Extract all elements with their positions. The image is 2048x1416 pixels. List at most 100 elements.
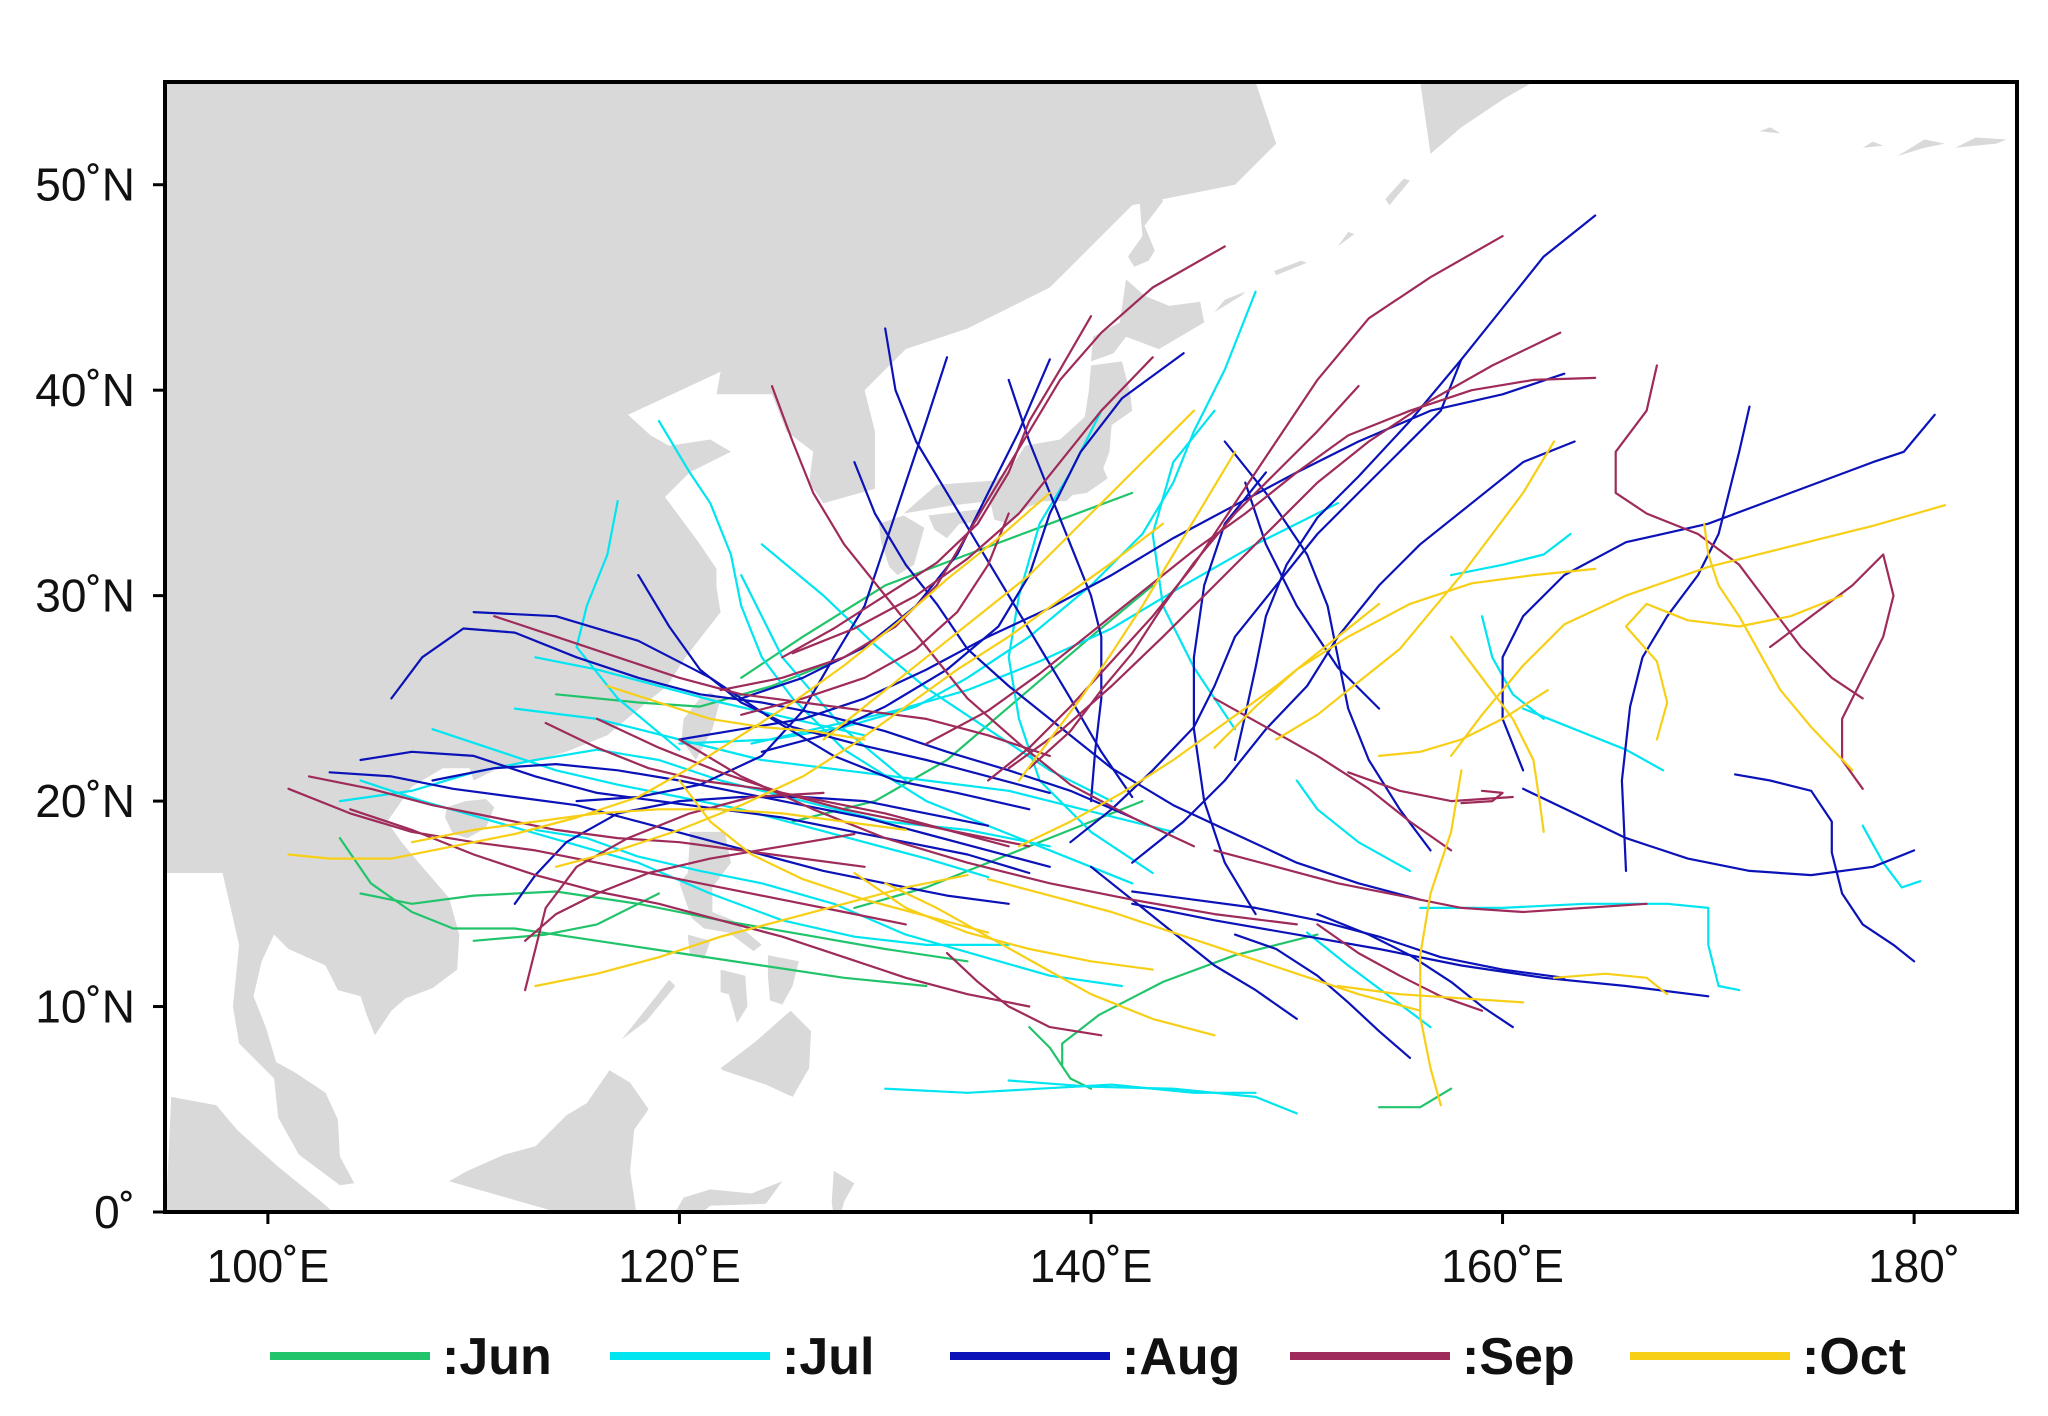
track-aug-51 (1233, 358, 1463, 762)
track-oct-102 (986, 878, 1422, 1012)
lon-tick-label: 100˚E (207, 1240, 330, 1292)
track-sep-64 (925, 376, 1597, 745)
track-jul-12 (338, 748, 1051, 848)
land-kuril-3 (1337, 232, 1355, 247)
track-aug-44 (637, 573, 1051, 795)
track-oct-103 (1336, 984, 1525, 1004)
land-kuril-1 (1214, 291, 1246, 313)
latitude-axis: 0˚ 10˚N 20˚N 30˚N 40˚N 50˚N (35, 159, 165, 1238)
track-aug-56 (1233, 933, 1412, 1060)
track-jul-17 (1521, 707, 1665, 772)
longitude-axis: 100˚E 120˚E 140˚E 160˚E 180˚ (207, 1212, 1960, 1292)
track-sep-65 (1007, 331, 1562, 770)
track-aug-35 (1069, 214, 1597, 844)
track-sep-78 (1213, 849, 1648, 914)
track-aug-37 (1501, 413, 1936, 772)
land-borneo (449, 1070, 649, 1212)
land-asia-mainland (165, 82, 1277, 1186)
track-oct-104 (1017, 450, 1237, 782)
land-aleutian-1 (1759, 127, 1781, 134)
track-jun-2 (472, 892, 661, 942)
track-jul-27 (1151, 409, 1237, 731)
lat-tick-label: 40˚N (35, 364, 135, 416)
track-aug-59 (1244, 481, 1381, 710)
track-sep-71 (493, 615, 1051, 758)
land-kamchatka (1420, 82, 1534, 154)
track-sep-74 (1028, 385, 1360, 770)
track-aug-34 (359, 750, 1031, 875)
track-aug-52 (884, 327, 1134, 799)
track-sep-82 (740, 512, 1010, 716)
track-oct-109 (606, 684, 866, 741)
track-oct-95 (1419, 769, 1463, 1107)
lat-tick-label: 20˚N (35, 775, 135, 827)
land-kuril-2 (1274, 260, 1308, 276)
track-oct-98 (822, 409, 1196, 741)
track-jun-7 (791, 584, 1154, 823)
track-aug-55 (1316, 912, 1514, 1029)
track-sep-66 (719, 245, 1226, 692)
track-sep-80 (1213, 697, 1453, 852)
track-sep-83 (544, 721, 1010, 848)
track-jul-22 (760, 543, 1113, 803)
track-oct-101 (884, 882, 1216, 1037)
track-oct-107 (853, 871, 1154, 971)
lon-tick-label: 120˚E (618, 1240, 741, 1292)
track-sep-70 (523, 791, 825, 992)
land-honshu (903, 361, 1133, 524)
legend-label-jul: :Jul (782, 1328, 874, 1386)
land-sumatra (165, 1096, 334, 1212)
track-oct-108 (1552, 972, 1669, 996)
track-aug-46 (1223, 440, 1432, 852)
track-jul-16 (1861, 824, 1922, 889)
track-aug-57 (1089, 865, 1298, 1021)
track-oct-96 (554, 522, 1165, 868)
track-sep-73 (791, 356, 1154, 655)
track-sep-84 (595, 717, 1031, 848)
track-jul-25 (1007, 409, 1154, 875)
legend-label-sep: :Sep (1462, 1328, 1575, 1386)
land-panay-negros (720, 969, 748, 1023)
track-aug-42 (760, 352, 1185, 753)
legend-label-aug: :Aug (1122, 1328, 1240, 1386)
month-legend: :Jun:Jul:Aug:Sep:Oct (270, 1328, 1906, 1386)
track-sep-81 (770, 385, 1196, 848)
track-jul-29 (431, 728, 990, 879)
track-sep-85 (523, 832, 856, 942)
track-aug-33 (390, 627, 1134, 819)
track-oct-105 (1017, 602, 1381, 848)
land-sulawesi (675, 1181, 783, 1212)
track-aug-49 (513, 795, 990, 905)
track-jul-30 (1295, 779, 1412, 873)
track-sep-72 (781, 315, 1093, 659)
track-aug-36 (1521, 787, 1916, 877)
track-oct-94 (1449, 635, 1545, 834)
track-sep-76 (1347, 771, 1514, 803)
track-aug-54 (1131, 890, 1566, 979)
land-kuril-4 (1385, 178, 1410, 206)
track-jun-0 (338, 836, 928, 988)
track-jul-31 (1305, 931, 1432, 1029)
track-jul-19 (1449, 532, 1572, 577)
track-jun-8 (554, 660, 835, 708)
track-sep-79 (1460, 789, 1504, 805)
track-jul-11 (657, 419, 1134, 885)
track-jun-6 (1061, 933, 1319, 1066)
lon-tick-label: 180˚ (1868, 1240, 1960, 1292)
land-aleutian-3 (1897, 139, 1945, 156)
track-sep-69 (307, 775, 866, 868)
lat-tick-label: 50˚N (35, 159, 135, 211)
track-aug-41 (678, 372, 1566, 741)
track-sep-86 (945, 951, 1103, 1037)
track-sep-77 (1316, 923, 1484, 1012)
track-oct-93 (1213, 567, 1597, 749)
track-jul-15 (678, 290, 1257, 745)
track-sep-63 (1614, 364, 1864, 700)
track-oct-100 (534, 873, 969, 988)
track-aug-47 (431, 762, 1051, 868)
track-aug-50 (1007, 378, 1103, 803)
track-sep-67 (986, 235, 1504, 782)
track-oct-89 (1624, 594, 1844, 741)
land-sakhalin (1128, 82, 1180, 267)
